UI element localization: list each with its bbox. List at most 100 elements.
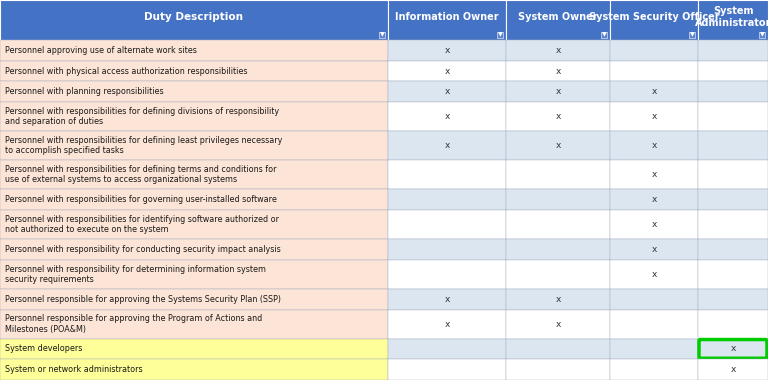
Bar [610,160,698,189]
Bar [0,131,388,160]
Bar [0,81,388,102]
Bar [388,339,506,359]
Bar [388,102,506,131]
Bar [0,359,388,380]
Bar [0,210,388,239]
Bar [506,0,610,40]
Text: x: x [651,220,657,229]
Text: ▼: ▼ [690,33,694,38]
Bar [610,189,698,210]
Bar [610,0,698,40]
Bar [388,239,506,260]
Text: ▼: ▼ [601,33,607,38]
Text: Personnel approving use of alternate work sites: Personnel approving use of alternate wor… [5,46,197,55]
Text: ▼: ▼ [760,33,764,38]
Bar [610,289,698,310]
Bar [388,160,506,189]
Bar [698,160,768,189]
Text: x: x [730,344,736,353]
Bar [0,260,388,289]
Text: x: x [555,46,561,55]
Text: Personnel with responsibility for conducting security impact analysis: Personnel with responsibility for conduc… [5,245,281,254]
Text: x: x [651,245,657,254]
Bar [0,40,388,61]
Bar [610,310,698,339]
Text: x: x [445,141,450,150]
Text: x: x [445,112,450,121]
Text: x: x [651,270,657,279]
Text: x: x [445,46,450,55]
Bar [698,40,768,61]
Bar [388,0,506,40]
Bar [0,339,388,359]
Text: x: x [555,141,561,150]
Bar [698,189,768,210]
Bar [506,160,610,189]
Bar [388,189,506,210]
Bar [698,131,768,160]
Bar [388,210,506,239]
Bar [506,289,610,310]
Text: x: x [651,141,657,150]
Bar [610,81,698,102]
Text: x: x [651,195,657,204]
Bar [698,339,768,359]
Text: System Security Officer: System Security Officer [589,12,720,22]
Text: Personnel with physical access authorization responsibilities: Personnel with physical access authoriza… [5,66,247,76]
Bar [388,310,506,339]
Text: x: x [555,320,561,329]
Text: System developers: System developers [5,344,82,353]
Bar [610,102,698,131]
Text: ▼: ▼ [498,33,502,38]
Text: Personnel with responsibilities for governing user-installed software: Personnel with responsibilities for gove… [5,195,277,204]
Text: x: x [445,320,450,329]
Bar [388,81,506,102]
Bar [0,189,388,210]
Bar [506,359,610,380]
Text: System
Administrator: System Administrator [695,6,768,28]
Bar [506,239,610,260]
Bar [610,40,698,61]
Bar [388,359,506,380]
Bar [610,339,698,359]
Bar [0,289,388,310]
Bar [506,81,610,102]
Bar [506,260,610,289]
Text: Personnel responsible for approving the Program of Actions and
Milestones (POA&M: Personnel responsible for approving the … [5,314,262,334]
Bar [506,189,610,210]
Text: System or network administrators: System or network administrators [5,365,143,374]
Text: Personnel with responsibilities for defining divisions of responsibility
and sep: Personnel with responsibilities for defi… [5,107,279,127]
Text: x: x [555,294,561,304]
Bar [506,61,610,81]
Bar [698,310,768,339]
Text: x: x [555,112,561,121]
Bar [610,210,698,239]
Bar [506,102,610,131]
Text: x: x [445,294,450,304]
Bar [506,210,610,239]
Bar [610,359,698,380]
Bar [506,339,610,359]
Bar [698,239,768,260]
Text: System Owner: System Owner [518,12,598,22]
Bar [0,310,388,339]
Bar [698,102,768,131]
Bar [610,260,698,289]
Bar [0,102,388,131]
Bar [0,160,388,189]
Text: x: x [445,87,450,96]
Bar [506,40,610,61]
Text: Personnel responsible for approving the Systems Security Plan (SSP): Personnel responsible for approving the … [5,294,281,304]
Text: x: x [730,365,736,374]
Bar [388,260,506,289]
Bar [506,131,610,160]
Bar [0,61,388,81]
Bar [388,131,506,160]
Text: Personnel with responsibilities for identifying software authorized or
not autho: Personnel with responsibilities for iden… [5,215,279,234]
Bar [388,289,506,310]
Text: x: x [651,87,657,96]
Bar [698,0,768,40]
Text: Personnel with responsibilities for defining terms and conditions for
use of ext: Personnel with responsibilities for defi… [5,165,276,184]
Text: Personnel with responsibility for determining information system
security requir: Personnel with responsibility for determ… [5,264,266,284]
Text: Duty Description: Duty Description [144,12,243,22]
